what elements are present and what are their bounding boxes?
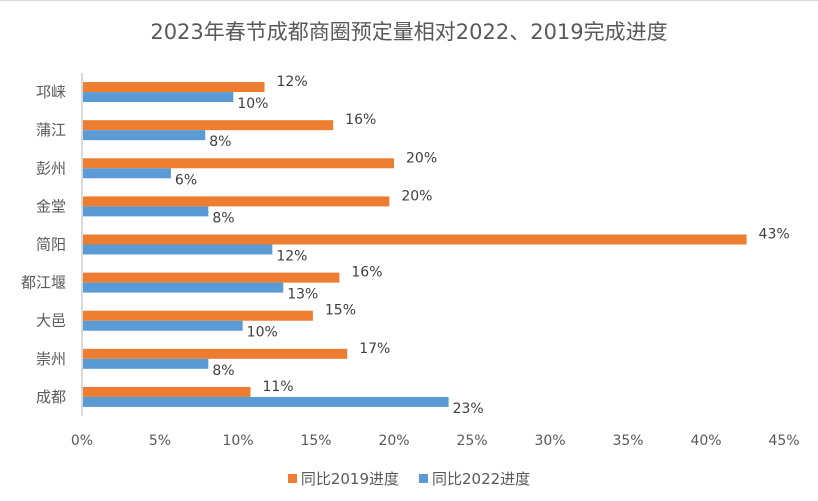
bar-2022 [83,244,273,255]
x-tick-label: 40% [690,433,721,449]
legend-label-2022: 同比2022进度 [432,470,531,488]
bar-2022 [83,206,209,217]
data-label-2022: 23% [453,401,484,417]
bar-2019 [83,234,747,245]
data-label-2022: 10% [237,96,268,112]
bar-2019 [83,196,390,207]
legend-swatch-2022 [419,474,428,483]
bar-2019 [83,348,348,359]
legend-item-2019: 同比2019进度 [287,468,399,489]
x-tick-label: 45% [768,433,799,449]
data-label-2019: 16% [345,112,376,128]
legend-item-2022: 同比2022进度 [419,468,530,489]
data-label-2019: 11% [262,379,293,395]
data-label-2022: 13% [287,287,318,303]
data-label-2019: 12% [277,74,308,90]
chart-title: 2023年春节成都商圈预定量相对2022、2019完成进度 [150,20,668,44]
bar-2019 [83,272,340,283]
category-label: 成都 [36,388,66,406]
legend-label-2019: 同比2019进度 [300,470,399,488]
x-tick-label: 35% [612,433,643,449]
data-label-2022: 6% [175,172,197,188]
bar-2022 [83,130,206,141]
data-label-2022: 8% [209,134,231,150]
data-label-2019: 15% [325,303,356,319]
legend-swatch-2019 [287,474,297,483]
category-label: 崇州 [36,350,66,368]
bar-2022 [83,320,243,331]
category-label: 大邑 [36,312,66,330]
x-tick-label: 20% [378,433,409,449]
data-label-2022: 12% [276,249,307,265]
legend: 同比2019进度 同比2022进度 [0,468,818,489]
bar-2019 [83,386,251,397]
x-tick-label: 10% [222,433,253,449]
x-tick-label: 30% [534,433,565,449]
data-label-2022: 8% [212,210,234,226]
bar-2022 [83,396,449,407]
data-labels: 12% 10% 16% 8% 20% 6% 20% 8% 43% 12% 16% 13% 15% 10% 1… [175,74,790,417]
bar-2022 [83,358,209,369]
chart-border-top [0,0,818,1]
category-label: 邛崃 [36,83,66,101]
data-label-2019: 43% [759,227,790,243]
data-label-2022: 10% [247,325,278,341]
bar-2019 [83,120,334,131]
bar-2022 [83,92,234,103]
bar-2019 [83,310,313,321]
data-label-2019: 20% [401,188,432,204]
data-label-2019: 17% [359,341,390,357]
bar-2022 [83,282,284,293]
data-label-2022: 8% [212,363,234,379]
category-label: 彭州 [36,159,66,177]
x-tick-label: 0% [71,433,93,449]
category-label: 金堂 [36,197,66,215]
x-axis-tick-labels: 0% 5% 10% 15% 20% 25% 30% 35% 40% 45% [71,433,800,449]
category-label: 蒲江 [36,121,66,139]
bars-group [83,82,747,407]
bar-2019 [83,82,265,93]
category-label: 都江堰 [21,274,66,292]
bar-2022 [83,168,171,179]
x-tick-label: 25% [456,433,487,449]
data-label-2019: 16% [351,265,382,281]
bar-2019 [83,158,394,169]
x-tick-label: 15% [300,433,331,449]
category-label: 简阳 [36,236,66,254]
x-tick-label: 5% [149,433,171,449]
data-label-2019: 20% [406,150,437,166]
